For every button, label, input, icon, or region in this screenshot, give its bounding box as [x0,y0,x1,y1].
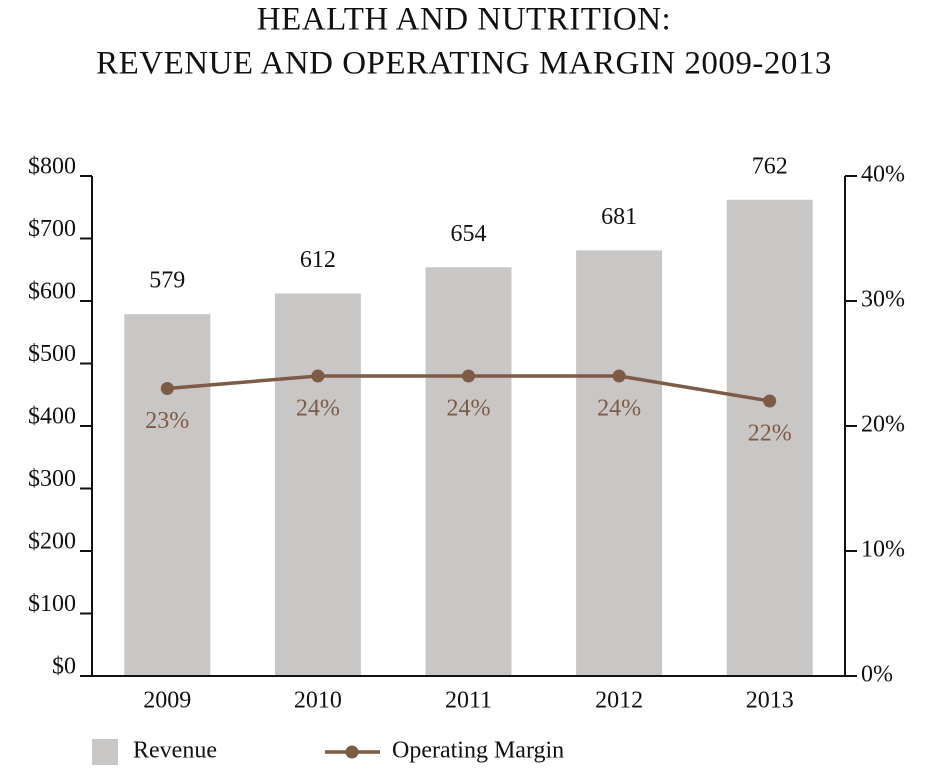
data-label: 22% [748,421,792,447]
y-tick-label: $600 [28,279,76,305]
line-point [763,394,777,408]
legend-label: Revenue [133,738,217,764]
y-tick-label: $300 [28,466,76,492]
x-tick-label: 2010 [294,688,342,714]
x-tick-label: 2013 [746,688,794,714]
y-tick-label: $500 [28,341,76,367]
y2-tick-label: 40% [861,162,905,188]
y-tick-label: $0 [52,654,76,680]
chart-title: HEALTH AND NUTRITION: [257,2,671,38]
bar [425,267,512,676]
y-tick-label: $800 [28,154,76,180]
line-point [160,382,174,395]
y2-tick-label: 10% [861,537,905,563]
data-label: 23% [145,408,189,434]
bar [124,314,211,676]
y2-tick-label: 0% [861,662,893,688]
x-tick-label: 2012 [595,688,643,714]
data-label: 654 [451,221,487,247]
line-point [311,369,325,383]
x-tick-label: 2011 [445,688,492,714]
data-label: 612 [300,247,336,273]
data-label: 579 [149,268,185,294]
legend-swatch [92,739,118,765]
data-label: 24% [597,396,641,422]
legend-swatch [345,745,359,759]
legend-label: Operating Margin [392,738,564,764]
y-tick-label: $400 [28,404,76,430]
y2-tick-label: 30% [861,287,905,313]
bar [274,293,361,676]
data-label: 24% [447,396,491,422]
data-label: 681 [601,204,637,230]
y-tick-label: $200 [28,529,76,555]
data-label: 762 [752,153,788,179]
y-tick-label: $700 [28,216,76,242]
y-tick-label: $100 [28,591,76,617]
bar [576,250,663,676]
line-point [462,369,475,383]
bar [726,199,813,676]
y2-tick-label: 20% [861,412,905,438]
x-tick-label: 2009 [143,688,191,714]
chart-title: REVENUE AND OPERATING MARGIN 2009-2013 [96,46,832,82]
line-point [612,369,626,383]
data-label: 24% [296,396,340,422]
